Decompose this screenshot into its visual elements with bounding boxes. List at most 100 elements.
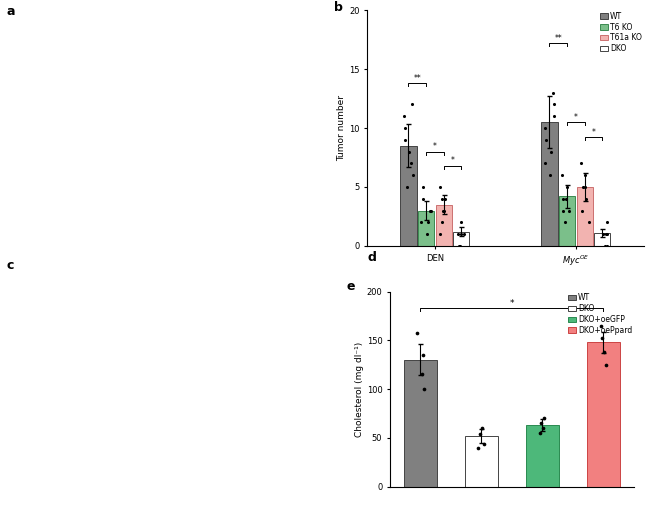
Bar xyxy=(559,196,575,246)
Text: *: * xyxy=(433,142,437,151)
Point xyxy=(561,195,571,203)
Point xyxy=(398,112,409,120)
Point xyxy=(576,159,586,167)
Point xyxy=(436,230,446,238)
Point xyxy=(538,424,548,432)
Point xyxy=(584,218,594,226)
Point xyxy=(418,195,428,203)
Point xyxy=(539,414,549,422)
Point xyxy=(408,171,419,179)
Point xyxy=(438,206,448,214)
Bar xyxy=(586,342,620,487)
Bar xyxy=(594,233,610,246)
Point xyxy=(400,124,410,132)
Point xyxy=(601,218,612,226)
Text: d: d xyxy=(367,251,376,264)
Point xyxy=(455,242,465,250)
Point xyxy=(602,230,612,238)
Bar xyxy=(465,436,498,487)
Point xyxy=(404,148,415,156)
Point xyxy=(599,348,609,356)
Bar xyxy=(577,187,593,246)
Point xyxy=(580,171,590,179)
Point xyxy=(549,112,559,120)
Text: *: * xyxy=(510,299,514,308)
Point xyxy=(439,195,450,203)
Point xyxy=(436,195,447,203)
Point xyxy=(407,100,417,108)
Point xyxy=(456,218,467,226)
Point xyxy=(400,136,410,144)
Point xyxy=(557,171,567,179)
Bar xyxy=(418,210,434,246)
Point xyxy=(423,218,434,226)
Point xyxy=(417,183,428,191)
Bar xyxy=(404,360,437,487)
Point xyxy=(454,242,464,250)
Point xyxy=(562,183,572,191)
Point xyxy=(424,206,435,214)
Point xyxy=(560,218,570,226)
Point xyxy=(601,230,612,238)
Point xyxy=(459,230,469,238)
Point xyxy=(439,206,449,214)
Y-axis label: Tumor number: Tumor number xyxy=(337,95,346,161)
Bar xyxy=(541,122,558,246)
Point xyxy=(580,183,590,191)
Point xyxy=(426,206,436,214)
Point xyxy=(417,351,428,359)
Text: e: e xyxy=(346,280,355,293)
Point xyxy=(558,206,568,214)
Point xyxy=(422,230,432,238)
Point xyxy=(596,321,606,330)
Bar xyxy=(526,425,559,487)
Legend: WT, T6 KO, T61a KO, DKO: WT, T6 KO, T61a KO, DKO xyxy=(599,11,643,54)
Point xyxy=(406,159,416,167)
Point xyxy=(419,385,429,393)
Legend: WT, DKO, DKO+oeGFP, DKO+oePpard: WT, DKO, DKO+oeGFP, DKO+oePpard xyxy=(567,293,633,336)
Point xyxy=(435,183,445,191)
Point xyxy=(453,230,463,238)
Point xyxy=(536,419,547,427)
Point xyxy=(601,360,612,369)
Y-axis label: Cholesterol (mg dl⁻¹): Cholesterol (mg dl⁻¹) xyxy=(355,342,364,437)
Point xyxy=(417,371,427,379)
Bar xyxy=(453,232,469,246)
Point xyxy=(540,159,550,167)
Point xyxy=(416,218,426,226)
Point xyxy=(596,334,606,342)
Text: *: * xyxy=(592,128,595,137)
Point xyxy=(541,136,551,144)
Point xyxy=(577,206,588,214)
Point xyxy=(581,195,592,203)
Text: *: * xyxy=(450,156,454,165)
Point xyxy=(478,440,489,448)
Point xyxy=(600,242,610,250)
Point xyxy=(412,329,423,337)
Text: **: ** xyxy=(413,74,421,83)
Point xyxy=(549,100,560,108)
Point xyxy=(456,230,466,238)
Point xyxy=(535,429,545,437)
Point xyxy=(474,430,485,438)
Point xyxy=(547,89,558,97)
Point xyxy=(564,206,574,214)
Point xyxy=(473,444,483,452)
Bar xyxy=(436,205,452,246)
Text: **: ** xyxy=(554,33,562,43)
Point xyxy=(402,183,412,191)
Point xyxy=(540,124,550,132)
Point xyxy=(545,171,556,179)
Point xyxy=(598,230,608,238)
Text: c: c xyxy=(6,259,14,272)
Point xyxy=(476,424,487,432)
Point xyxy=(437,218,447,226)
Point xyxy=(558,195,568,203)
Bar xyxy=(400,146,417,246)
Text: a: a xyxy=(6,5,15,18)
Point xyxy=(602,242,612,250)
Point xyxy=(577,183,588,191)
Text: b: b xyxy=(334,1,343,14)
Point xyxy=(545,148,556,156)
Text: *: * xyxy=(574,113,578,122)
